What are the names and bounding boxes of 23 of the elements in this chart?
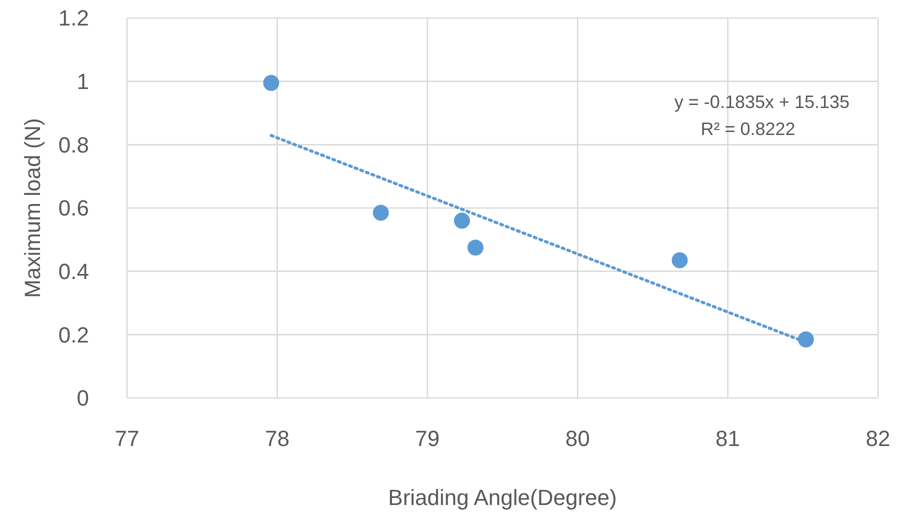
x-tick-label: 82: [866, 426, 890, 451]
point: [454, 212, 470, 229]
point: [467, 240, 484, 256]
y-tick-label: 0.8: [58, 132, 89, 158]
y-axis-title: Maximum load (N): [20, 118, 45, 298]
x-axis-title: Briading Angle(Degree): [388, 485, 617, 510]
point: [372, 204, 389, 221]
y-tick-label: 0: [76, 386, 89, 411]
x-tick-label: 80: [565, 426, 590, 451]
point: [798, 331, 814, 348]
x-tick-label: 81: [716, 426, 740, 451]
y-tick-label: 0.2: [58, 322, 89, 348]
point: [263, 74, 280, 91]
x-tick-label: 79: [415, 426, 440, 451]
y-tick-label: 0.4: [58, 259, 89, 284]
annotation: y = -0.1835x + 15.135: [674, 92, 850, 112]
y-tick-label: 1: [76, 69, 89, 94]
annotation: R² = 0.8222: [700, 119, 796, 139]
point: [672, 252, 688, 268]
y-tick-label: 0.6: [58, 196, 89, 221]
x-tick-label: 78: [264, 426, 290, 451]
x-tick-label: 77: [114, 426, 140, 451]
y-tick-label: 1.2: [58, 6, 89, 31]
